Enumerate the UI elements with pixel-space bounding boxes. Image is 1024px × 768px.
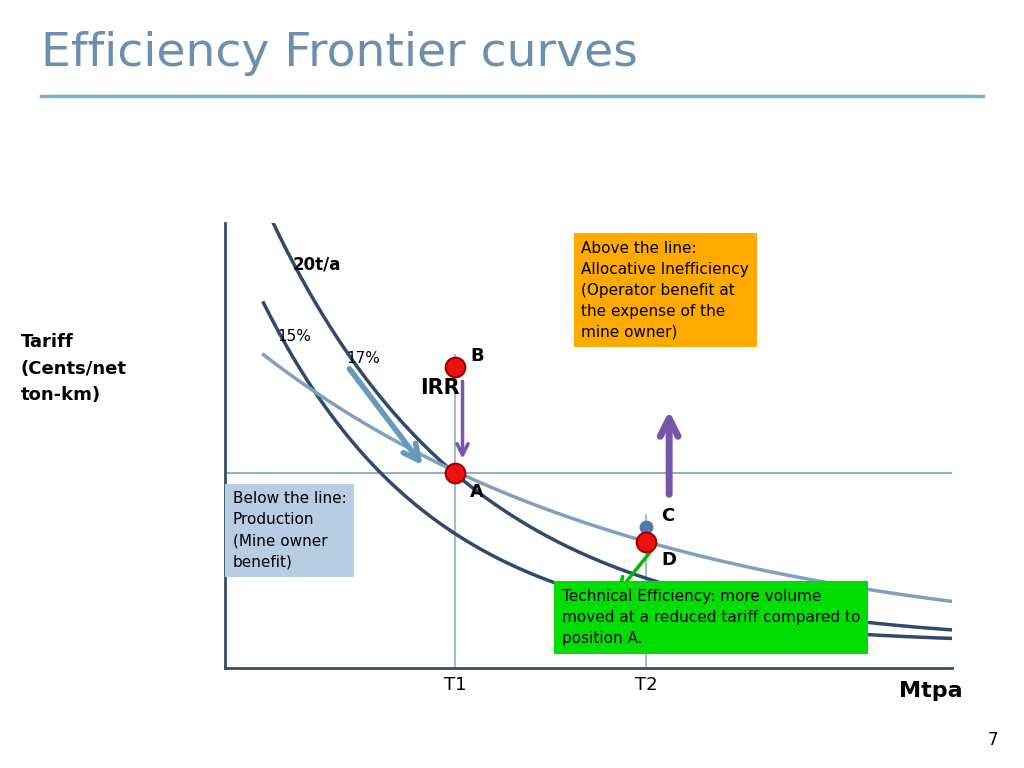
Text: Technical Efficiency: more volume
moved at a reduced tariff compared to
position: Technical Efficiency: more volume moved … [562,589,860,646]
Point [638,521,654,533]
Text: B: B [470,346,483,365]
Text: Above the line:
Allocative Inefficiency
(Operator benefit at
the expense of the
: Above the line: Allocative Inefficiency … [582,240,749,339]
Point [638,535,654,548]
Text: 7: 7 [988,731,998,749]
Text: Below the line:
Production
(Mine owner
benefit): Below the line: Production (Mine owner b… [232,492,347,569]
Point [446,360,463,372]
Text: IRR: IRR [421,378,460,398]
Text: D: D [662,551,677,569]
Point [446,467,463,479]
Text: 20t/a: 20t/a [293,256,341,274]
Text: A: A [470,483,484,502]
Text: 17%: 17% [346,351,380,366]
Text: Tariff
(Cents/net
ton-km): Tariff (Cents/net ton-km) [20,333,127,404]
Text: 15%: 15% [278,329,311,344]
Text: C: C [662,507,675,525]
Text: Mtpa: Mtpa [899,681,963,701]
Text: Efficiency Frontier curves: Efficiency Frontier curves [41,31,638,76]
